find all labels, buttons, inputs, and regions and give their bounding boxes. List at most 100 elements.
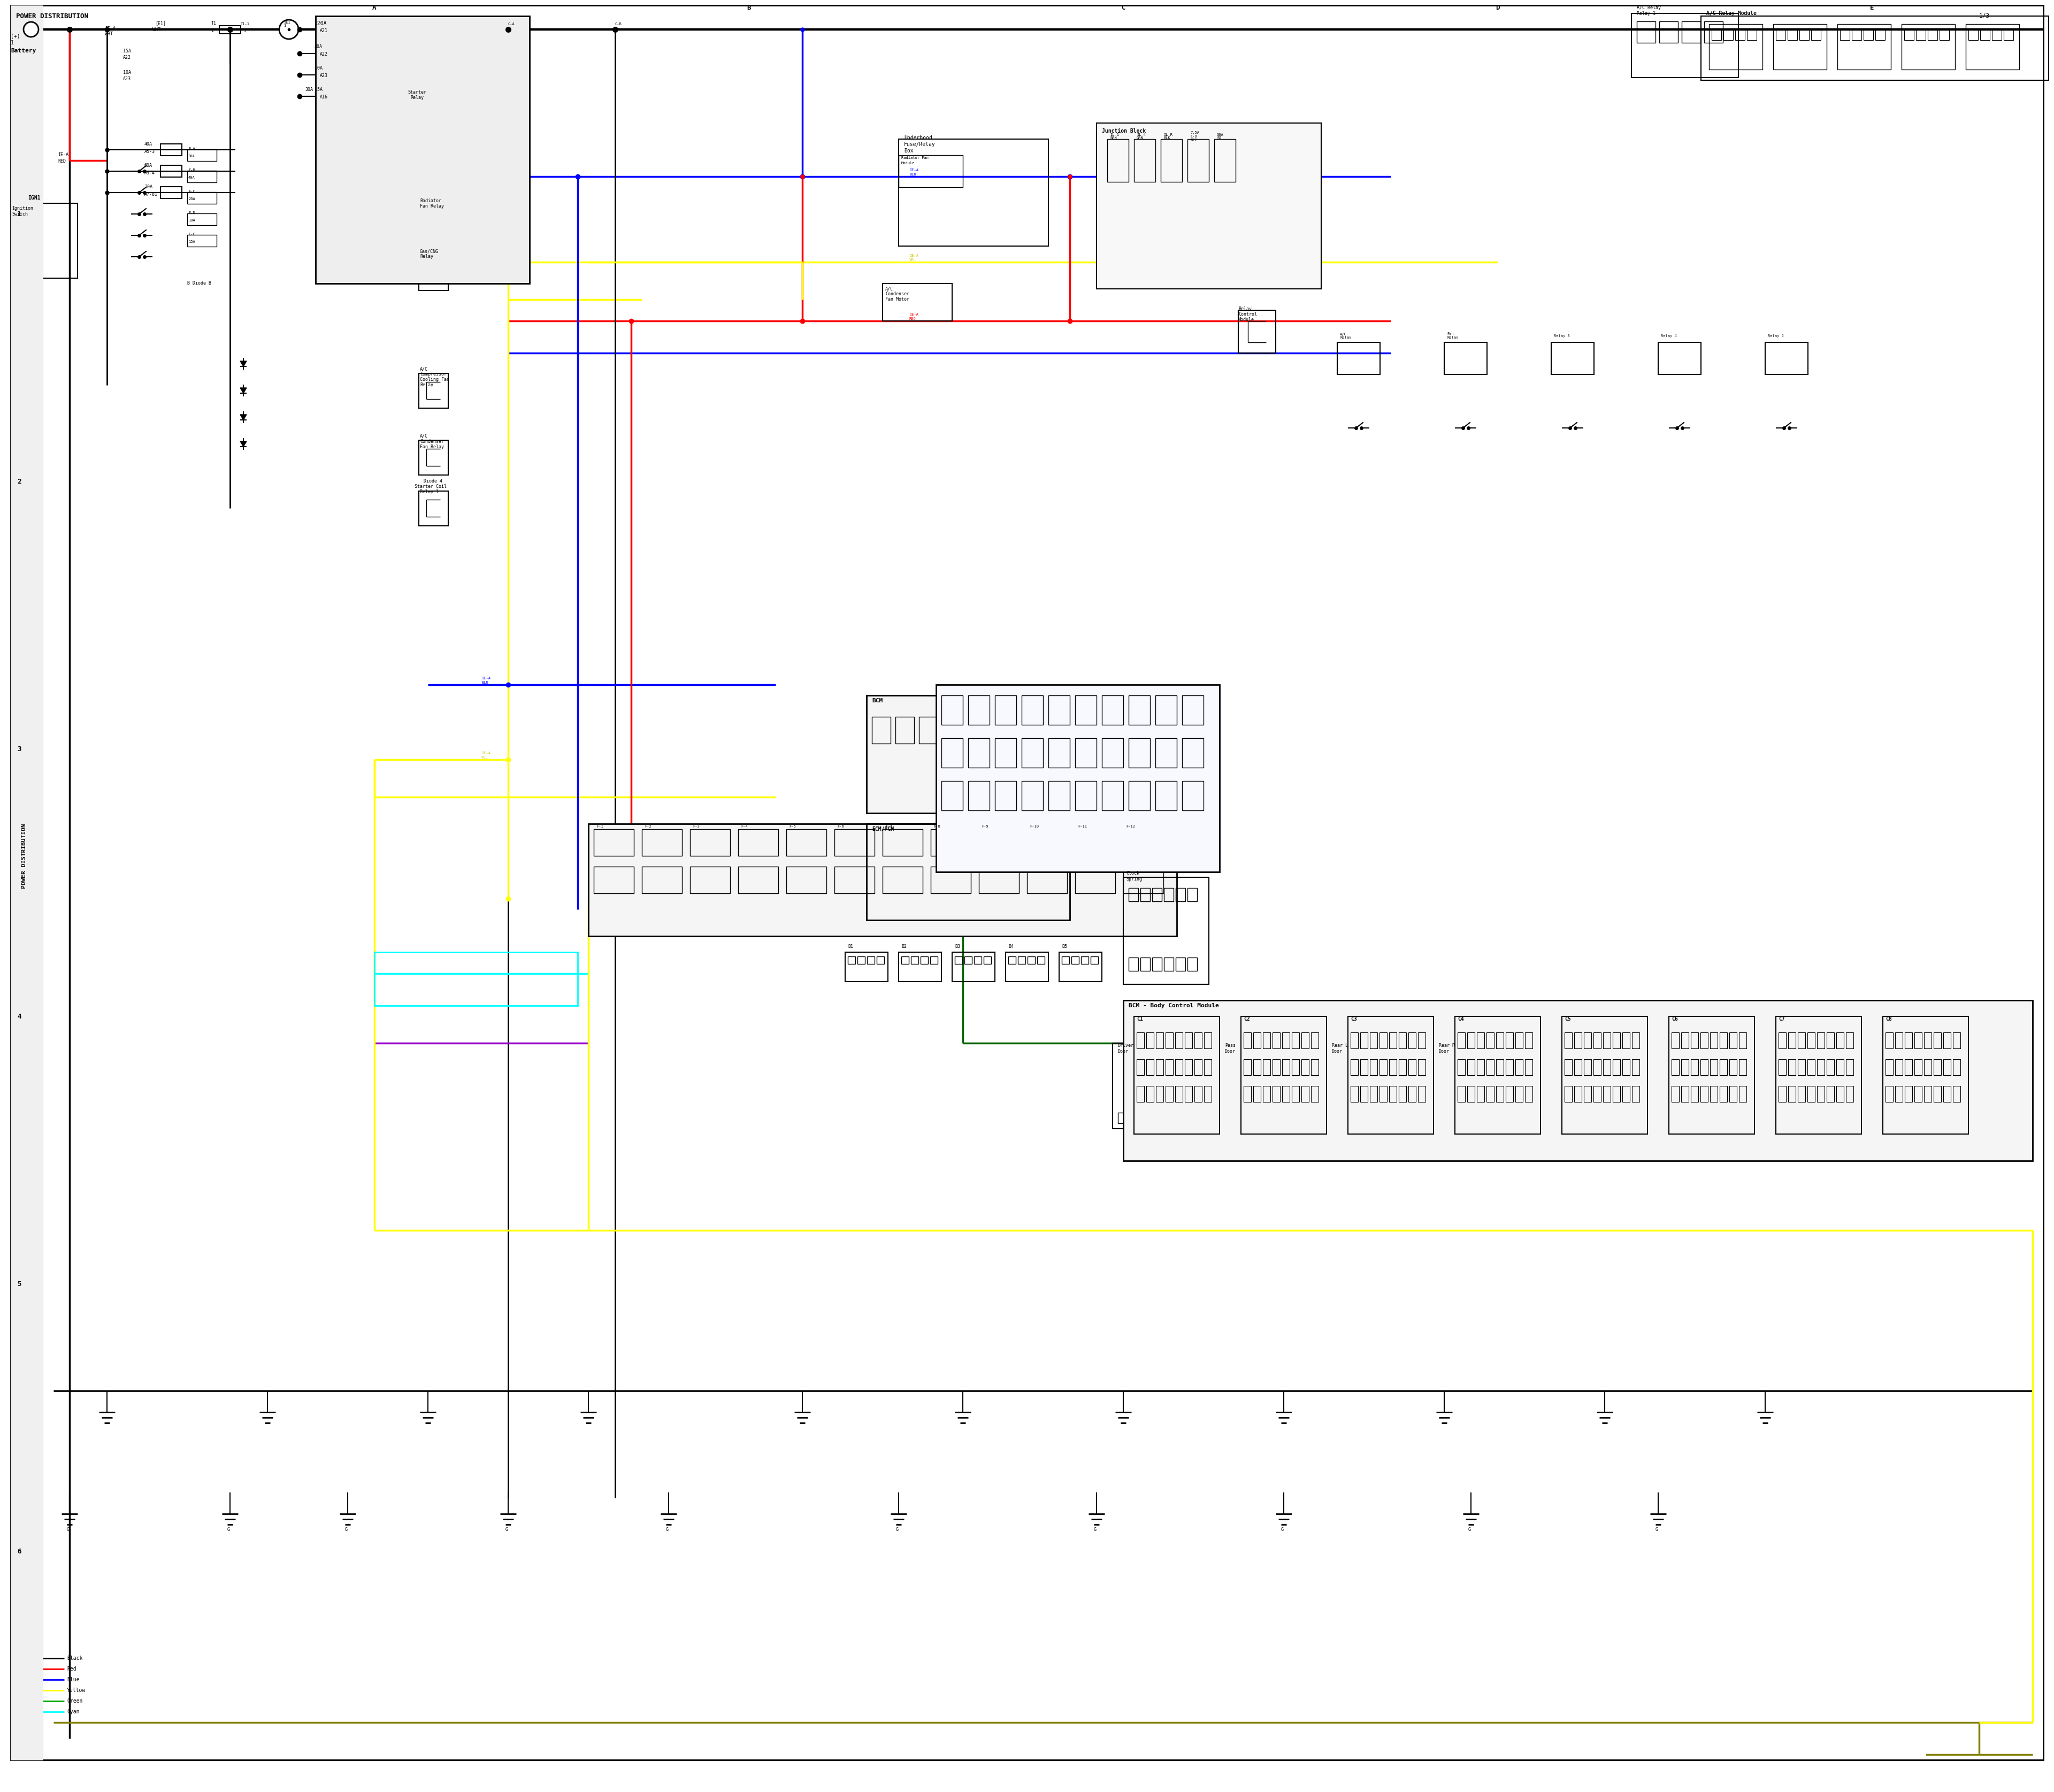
Text: B3: B3	[955, 944, 959, 950]
Bar	[1019, 957, 1025, 964]
Bar	[1292, 1032, 1300, 1048]
Bar	[1074, 738, 1097, 767]
Bar	[1943, 1059, 1951, 1075]
Bar	[1282, 1086, 1290, 1102]
Bar	[1818, 1032, 1824, 1048]
Text: B4: B4	[1009, 944, 1013, 950]
Bar	[1787, 29, 1797, 39]
Bar	[1101, 781, 1124, 810]
Bar	[1602, 1086, 1610, 1102]
Text: IL-4
GRN: IL-4 GRN	[1136, 133, 1146, 140]
Bar	[1826, 1086, 1834, 1102]
Bar	[1140, 957, 1150, 971]
Bar	[1847, 1059, 1853, 1075]
Text: A/C Relay Module: A/C Relay Module	[1707, 11, 1756, 16]
Bar	[1506, 1032, 1514, 1048]
Bar	[1253, 1086, 1261, 1102]
Text: 120A: 120A	[314, 22, 327, 27]
Text: 30A: 30A	[304, 88, 312, 91]
Bar	[1524, 1086, 1532, 1102]
Bar	[1187, 889, 1197, 901]
Text: A22: A22	[123, 56, 131, 59]
Bar	[1516, 1032, 1522, 1048]
Bar	[1128, 957, 1138, 971]
Text: F-6: F-6	[838, 824, 844, 828]
Bar	[331, 48, 353, 59]
Bar	[1037, 957, 1045, 964]
Bar	[1660, 22, 1678, 43]
Text: 20A: 20A	[144, 185, 152, 190]
Text: A/C: A/C	[419, 434, 427, 439]
Text: Diode 4: Diode 4	[423, 478, 442, 484]
Bar	[877, 957, 883, 964]
Text: B2: B2	[902, 944, 906, 950]
Polygon shape	[240, 360, 246, 366]
Bar	[1711, 1086, 1717, 1102]
Bar	[867, 824, 1070, 919]
Bar	[900, 952, 941, 982]
Text: IE-A
RED: IE-A RED	[910, 314, 918, 321]
Bar	[883, 283, 953, 321]
Bar	[594, 867, 635, 894]
Bar	[1471, 1113, 1481, 1124]
Bar	[1273, 1032, 1280, 1048]
Bar	[1360, 1086, 1368, 1102]
Bar	[1165, 1059, 1173, 1075]
Bar	[1021, 738, 1043, 767]
Text: F-2: F-2	[645, 824, 651, 828]
Text: F-5: F-5	[789, 824, 795, 828]
Bar	[1953, 1086, 1960, 1102]
Bar	[1156, 1059, 1163, 1075]
Bar	[1933, 1086, 1941, 1102]
Text: 1: 1	[10, 39, 14, 45]
Bar	[1165, 1032, 1173, 1048]
Text: 2: 2	[16, 478, 21, 486]
Bar	[1701, 1086, 1709, 1102]
Bar	[331, 70, 353, 81]
Bar	[787, 867, 826, 894]
Bar	[1933, 1059, 1941, 1075]
Text: Gas/CNG: Gas/CNG	[419, 249, 440, 254]
Bar	[1711, 1032, 1717, 1048]
Text: A/C Relay
Relay 1: A/C Relay Relay 1	[1637, 5, 1662, 16]
Bar	[1156, 1086, 1163, 1102]
Bar	[1273, 1113, 1284, 1124]
Bar	[1740, 1086, 1746, 1102]
Bar	[10, 5, 43, 1760]
Text: RED: RED	[58, 159, 66, 163]
Bar	[1939, 29, 1949, 39]
Bar	[902, 957, 908, 964]
Text: Condenser: Condenser	[885, 292, 910, 297]
Bar	[867, 957, 875, 964]
Bar	[900, 140, 1048, 246]
Bar	[1409, 1059, 1415, 1075]
Bar	[594, 830, 635, 857]
Bar	[1487, 1086, 1493, 1102]
Bar	[1021, 695, 1043, 724]
Bar	[1565, 1086, 1571, 1102]
Bar	[316, 16, 530, 283]
Bar	[1633, 1059, 1639, 1075]
Text: C3: C3	[1352, 1016, 1358, 1021]
Text: POWER DISTRIBUTION: POWER DISTRIBUTION	[16, 13, 88, 20]
Text: A7-81: A7-81	[144, 192, 158, 197]
Text: IE-A
YEL: IE-A YEL	[910, 254, 918, 262]
Text: G: G	[896, 1527, 900, 1532]
Bar	[1789, 1059, 1795, 1075]
Bar	[1165, 889, 1173, 901]
Bar	[1594, 1032, 1600, 1048]
Text: C8: C8	[1886, 1016, 1892, 1021]
Text: G: G	[1282, 1527, 1284, 1532]
Bar	[1187, 140, 1210, 181]
Bar	[1273, 1086, 1280, 1102]
Text: G: G	[228, 1527, 230, 1532]
Bar	[984, 957, 992, 964]
Text: D: D	[1495, 5, 1499, 11]
Text: F-7: F-7	[885, 824, 891, 828]
Text: Green: Green	[68, 1699, 82, 1704]
Bar	[1458, 1032, 1465, 1048]
Bar	[160, 186, 183, 199]
Bar	[1836, 1059, 1844, 1075]
Bar	[1185, 1086, 1191, 1102]
Bar	[1204, 1032, 1212, 1048]
